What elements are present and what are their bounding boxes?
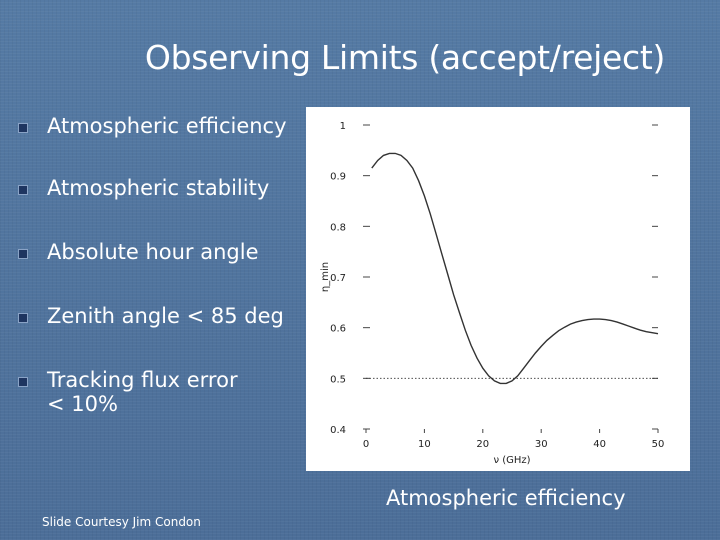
y-tick-label: 0.9 (330, 172, 346, 183)
efficiency-curve (371, 152, 659, 385)
y-tick-label: 0.8 (330, 222, 346, 233)
bullet-text: Absolute hour angle (47, 240, 259, 264)
x-tick-label: 0 (363, 439, 369, 450)
x-tick-label: 50 (652, 439, 665, 450)
square-bullet-icon (18, 185, 28, 195)
x-tick-label: 40 (593, 439, 606, 450)
bullet-text-continuation: < 10% (47, 392, 118, 416)
square-bullet-icon (18, 313, 28, 323)
square-bullet-icon (18, 377, 28, 387)
square-bullet-icon (18, 249, 28, 259)
y-axis-label: η_min (320, 262, 331, 292)
square-bullet-icon (18, 123, 28, 133)
bullet-text: Tracking flux error (47, 368, 238, 392)
x-tick-label: 10 (418, 439, 431, 450)
slide-title: Observing Limits (accept/reject) (144, 38, 666, 77)
y-tick-label: 0.6 (330, 324, 346, 335)
x-axis-label: ν (GHz) (493, 455, 530, 466)
efficiency-chart: 0.40.50.60.70.80.910 10 20 30 40 50ν (GHz)η_m… (320, 121, 665, 466)
bullet-text: Atmospheric efficiency (47, 114, 287, 138)
bullet-text: Zenith angle < 85 deg (47, 304, 284, 328)
figure-caption: Atmospheric efficiency (386, 486, 626, 510)
y-tick-label: 0.7 (330, 273, 346, 284)
y-tick-label: 0.5 (330, 374, 346, 385)
y-tick-label: 1 (340, 121, 346, 132)
chart-panel: 0.4 0.5 0.6 0.7 0.8 0.9 1 0 10 20 30 40 50 ν (GHz) η_m… (306, 107, 690, 471)
slide-credit: Slide Courtesy Jim Condon (42, 515, 201, 529)
bullet-text: Atmospheric stability (47, 176, 270, 200)
x-tick-label: 20 (476, 439, 489, 450)
x-tick-label: 30 (535, 439, 548, 450)
y-tick-label: 0.4 (330, 425, 346, 436)
